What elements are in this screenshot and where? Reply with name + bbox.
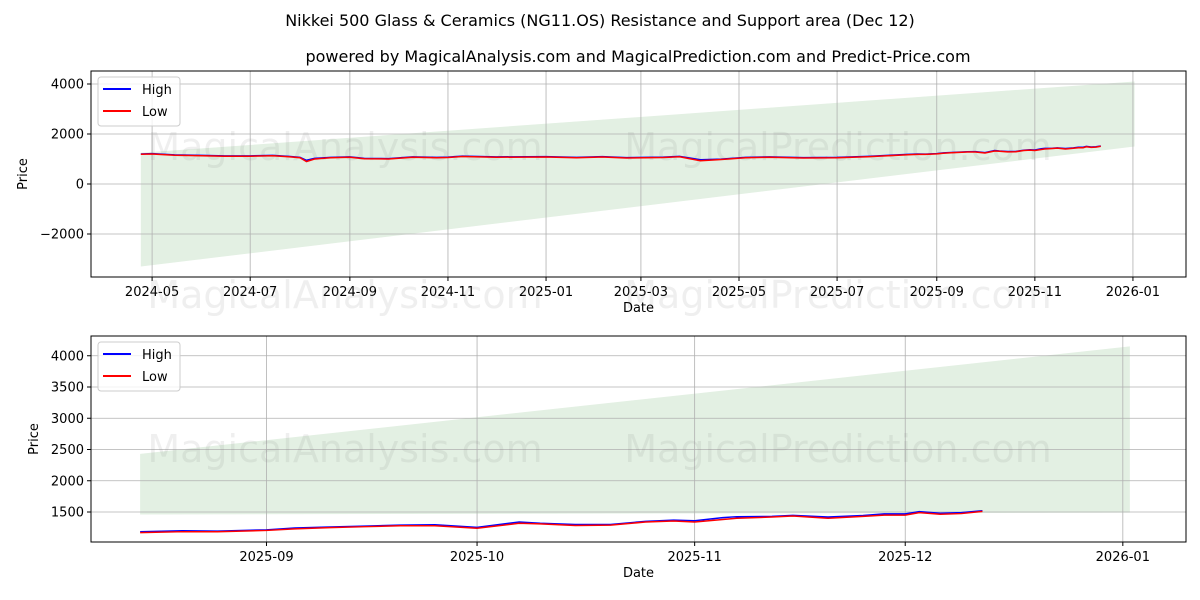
x-tick-label: 2026-01 bbox=[1106, 285, 1160, 300]
plot-frame bbox=[90, 70, 1187, 278]
resistance-support-band bbox=[140, 81, 1135, 267]
x-tick-label: 2025-10 bbox=[450, 550, 504, 565]
x-tick-label: 2025-01 bbox=[519, 285, 573, 300]
x-tick-label: 2024-05 bbox=[125, 285, 179, 300]
watermark: MagicalPrediction.com bbox=[624, 427, 1052, 471]
legend-label-low: Low bbox=[142, 105, 168, 120]
y-tick-label: 1500 bbox=[51, 506, 84, 521]
watermark: MagicalAnalysis.com bbox=[147, 273, 542, 317]
low-series-line bbox=[140, 510, 983, 534]
x-axis-label: Date bbox=[623, 566, 654, 581]
x-tick-label: 2026-01 bbox=[1096, 550, 1150, 565]
top-chart: 2024-05 2024-07 2024-09 2024-11 2025-01 2025-… bbox=[16, 70, 1187, 317]
watermark: MagicalAnalysis.com bbox=[147, 427, 542, 471]
x-axis-label: Date bbox=[623, 301, 654, 316]
legend-label-high: High bbox=[142, 83, 172, 98]
x-tick-label: 2025-09 bbox=[910, 285, 964, 300]
chart-title: Nikkei 500 Glass & Ceramics (NG11.OS) Re… bbox=[285, 11, 915, 30]
watermark: MagicalPrediction.com bbox=[624, 273, 1052, 317]
x-tick-label: 2025-11 bbox=[667, 550, 721, 565]
y-tick-label: 2000 bbox=[51, 474, 84, 489]
x-tick-label: 2025-09 bbox=[239, 550, 293, 565]
y-tick-label: 0 bbox=[76, 178, 84, 193]
y-tick-label: 2000 bbox=[51, 128, 84, 143]
y-axis-label: Price bbox=[16, 158, 31, 190]
watermark: MagicalAnalysis.com bbox=[147, 125, 542, 169]
y-tick-label: 2500 bbox=[51, 443, 84, 458]
y-tick-label: 3000 bbox=[51, 412, 84, 427]
x-tick-label: 2025-12 bbox=[878, 550, 932, 565]
low-series-line bbox=[140, 145, 1101, 163]
y-tick-label: −2000 bbox=[40, 228, 84, 243]
x-tick-label: 2025-03 bbox=[614, 285, 668, 300]
y-tick-label: 4000 bbox=[51, 78, 84, 93]
x-tick-label: 2025-07 bbox=[810, 285, 864, 300]
legend-label-low: Low bbox=[142, 370, 168, 385]
x-tick-label: 2024-11 bbox=[421, 285, 475, 300]
y-axis-label: Price bbox=[27, 423, 42, 455]
y-tick-label: 4000 bbox=[51, 349, 84, 364]
chart-subtitle: powered by MagicalAnalysis.com and Magic… bbox=[305, 47, 970, 66]
x-tick-label: 2024-09 bbox=[323, 285, 377, 300]
x-tick-label: 2024-07 bbox=[223, 285, 277, 300]
plot-frame bbox=[90, 335, 1187, 543]
y-tick-label: 3500 bbox=[51, 381, 84, 396]
watermark: MagicalPrediction.com bbox=[624, 125, 1052, 169]
x-tick-label: 2025-11 bbox=[1008, 285, 1062, 300]
x-tick-label: 2025-05 bbox=[712, 285, 766, 300]
resistance-support-band bbox=[140, 346, 1130, 515]
bottom-chart: 2025-09 2025-10 2025-11 2025-12 2026-01 1500 2… bbox=[27, 335, 1187, 581]
legend-label-high: High bbox=[142, 348, 172, 363]
